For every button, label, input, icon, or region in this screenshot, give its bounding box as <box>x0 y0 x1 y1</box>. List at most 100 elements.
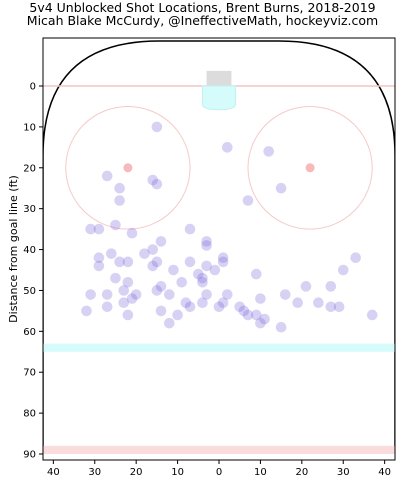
shot-point <box>201 240 212 251</box>
shot-point <box>147 244 159 255</box>
shot-point <box>217 297 229 309</box>
shot-point <box>325 281 337 292</box>
shot-point <box>213 301 225 313</box>
shot-point <box>275 182 287 194</box>
shot-point <box>110 219 121 231</box>
shot-point <box>325 301 337 313</box>
shot-point <box>209 264 221 276</box>
rink-boards <box>43 40 395 454</box>
shot-point <box>126 227 138 239</box>
x-tick-label: 0 <box>216 467 222 478</box>
blue-line <box>43 343 395 352</box>
shot-point <box>114 195 125 206</box>
shot-point <box>180 297 192 309</box>
x-tick-label: 40 <box>378 467 391 478</box>
shot-point <box>184 223 196 235</box>
shot-point <box>234 301 246 313</box>
shot-point <box>118 285 130 296</box>
shot-point <box>93 252 105 264</box>
shot-point <box>255 317 266 329</box>
shot-point <box>313 297 324 309</box>
shot-point <box>242 195 254 206</box>
shot-point <box>155 281 167 292</box>
rink-markings <box>43 40 395 454</box>
shot-point <box>114 256 125 268</box>
x-tick-label: 30 <box>337 467 350 478</box>
shot-point <box>155 305 167 317</box>
y-tick-label: 40 <box>23 245 36 256</box>
shot-point <box>151 256 163 268</box>
shot-point <box>81 305 92 317</box>
shot-point <box>151 285 163 296</box>
shot-point <box>172 309 183 321</box>
shot-point <box>221 289 233 300</box>
shot-point <box>126 293 138 304</box>
shot-point <box>275 321 287 333</box>
shot-point <box>300 281 312 292</box>
shot-point <box>350 252 361 264</box>
y-tick-label: 90 <box>23 450 36 461</box>
shot-point <box>184 301 196 313</box>
shot-point <box>164 317 175 329</box>
shot-point <box>255 293 266 304</box>
shot-point <box>366 309 378 321</box>
shot-point <box>192 268 204 280</box>
x-tick-label: 30 <box>88 467 101 478</box>
shot-point <box>85 289 96 300</box>
chart-subtitle: Micah Blake McCurdy, @IneffectiveMath, h… <box>26 13 379 28</box>
shot-point <box>147 174 159 186</box>
shot-point <box>201 236 212 247</box>
center-red-line <box>43 445 395 454</box>
faceoff-dot-left <box>123 163 133 173</box>
y-tick-label: 70 <box>23 368 36 379</box>
shot-point <box>147 260 159 272</box>
faceoff-circle-left <box>65 105 191 230</box>
shot-point <box>118 297 130 309</box>
x-tick-label: 10 <box>254 467 267 478</box>
shot-point <box>292 297 303 309</box>
shot-point <box>93 260 105 272</box>
shot-point <box>250 309 262 321</box>
shot-point <box>242 309 254 321</box>
chart-title: 5v4 Unblocked Shot Locations, Brent Burn… <box>29 0 376 15</box>
shot-point <box>122 256 134 268</box>
shot-point <box>151 121 163 133</box>
shot-point <box>197 297 208 309</box>
shot-point <box>110 272 121 284</box>
y-axis-label: Distance from goal line (ft) <box>7 175 20 323</box>
shot-point <box>259 313 270 325</box>
x-tick-label: 20 <box>295 467 308 478</box>
y-tick-label: 20 <box>23 163 36 174</box>
shot-point <box>250 268 262 280</box>
shot-point <box>122 276 134 288</box>
goal-net <box>206 70 232 86</box>
shot-point <box>221 142 233 153</box>
faceoff-dot-right <box>305 163 315 173</box>
shot-point <box>139 248 150 259</box>
shot-point <box>279 289 291 300</box>
shot-point <box>106 248 117 259</box>
shot-point <box>197 272 208 284</box>
shot-point <box>101 301 113 313</box>
shot-point <box>201 289 212 300</box>
y-tick-label: 50 <box>23 286 36 297</box>
shot-point <box>114 182 125 194</box>
shot-point <box>184 256 196 268</box>
shot-point <box>101 170 113 182</box>
shot-point <box>201 260 212 272</box>
shot-point <box>263 146 274 157</box>
shot-point <box>122 309 134 321</box>
shot-point <box>164 289 175 300</box>
shot-point <box>197 276 208 288</box>
shot-points <box>81 121 378 333</box>
faceoff-circle-right <box>247 105 373 230</box>
x-tick-label: 40 <box>47 467 60 478</box>
shot-point <box>155 236 167 247</box>
shot-point <box>101 289 113 300</box>
shot-point <box>337 264 349 276</box>
shot-point <box>168 264 179 276</box>
y-tick-label: 0 <box>30 82 36 93</box>
shot-point <box>93 223 105 235</box>
x-tick-label: 20 <box>130 467 143 478</box>
